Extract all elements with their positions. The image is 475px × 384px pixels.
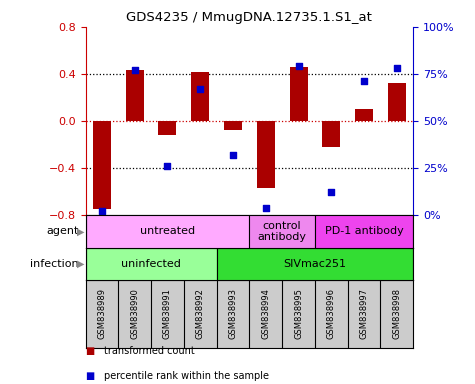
Text: ▶: ▶ (76, 226, 84, 237)
Text: GSM838997: GSM838997 (360, 288, 369, 339)
Point (360, 78, 368, 84)
Bar (191, 71, 209, 121)
Text: GSM838990: GSM838990 (130, 288, 139, 339)
Text: GSM838992: GSM838992 (196, 288, 205, 339)
Text: agent: agent (46, 226, 78, 237)
Text: control
antibody: control antibody (257, 220, 307, 242)
Text: ▶: ▶ (76, 259, 84, 269)
Text: PD-1 antibody: PD-1 antibody (325, 226, 403, 237)
Text: GSM838991: GSM838991 (163, 288, 172, 339)
Text: GSM838998: GSM838998 (392, 288, 401, 339)
Point (229, 152, 237, 158)
Bar (388, 83, 406, 121)
Bar (224, 121, 242, 130)
Text: infection: infection (30, 259, 78, 269)
Text: GSM838993: GSM838993 (228, 288, 238, 339)
Point (98, 208, 105, 214)
Text: percentile rank within the sample: percentile rank within the sample (104, 371, 269, 381)
Bar (257, 121, 275, 188)
Point (262, 204, 270, 210)
Text: GSM838995: GSM838995 (294, 288, 303, 339)
Bar (290, 67, 307, 121)
Bar (355, 109, 373, 121)
Text: SIVmac251: SIVmac251 (284, 259, 346, 269)
Text: ■: ■ (86, 346, 95, 356)
Point (294, 63, 302, 70)
Point (131, 67, 139, 73)
Title: GDS4235 / MmugDNA.12735.1.S1_at: GDS4235 / MmugDNA.12735.1.S1_at (126, 11, 372, 24)
Point (196, 86, 204, 92)
Text: GSM838994: GSM838994 (261, 288, 270, 339)
Bar (159, 121, 176, 135)
Text: untreated: untreated (140, 226, 195, 237)
Text: ■: ■ (86, 371, 95, 381)
Bar (126, 70, 143, 121)
Text: GSM838996: GSM838996 (327, 288, 336, 339)
Point (328, 189, 335, 195)
Point (393, 65, 400, 71)
Text: uninfected: uninfected (121, 259, 181, 269)
Bar (93, 121, 111, 209)
Bar (323, 121, 340, 147)
Text: transformed count: transformed count (104, 346, 195, 356)
Text: GSM838989: GSM838989 (97, 288, 106, 339)
Point (163, 163, 171, 169)
